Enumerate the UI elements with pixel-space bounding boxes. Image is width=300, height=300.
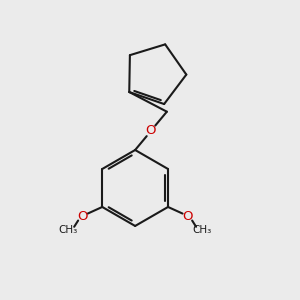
Text: O: O [77,210,88,223]
Text: O: O [183,210,193,223]
Text: O: O [146,124,156,137]
Text: CH₃: CH₃ [192,225,212,235]
Text: CH₃: CH₃ [58,225,78,235]
